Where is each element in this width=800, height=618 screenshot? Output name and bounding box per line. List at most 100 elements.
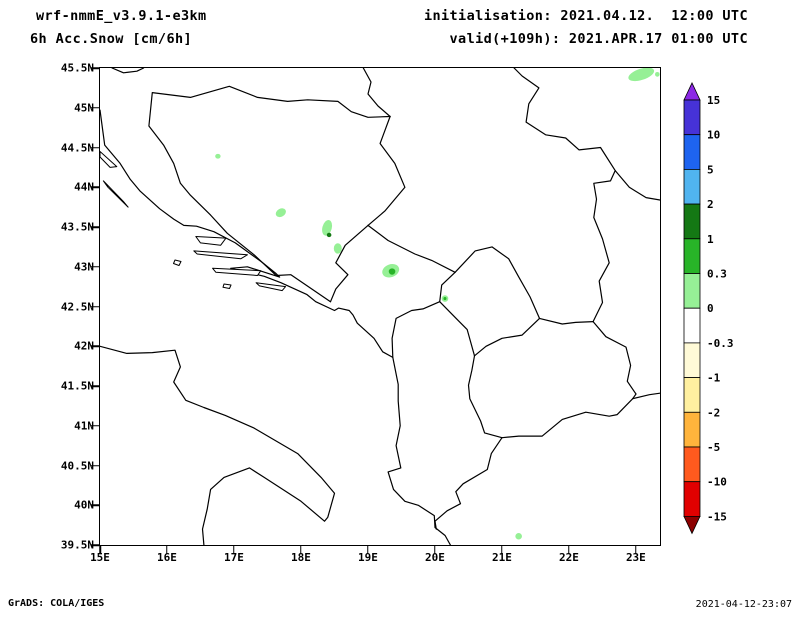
colorbar-band	[683, 307, 701, 344]
islands	[100, 151, 287, 292]
colorbar-band	[683, 481, 701, 517]
lon-tick-label: 16E	[157, 551, 177, 564]
lon-tick-mark	[99, 546, 101, 554]
snow-patch	[322, 219, 333, 236]
snow-patch	[655, 71, 660, 77]
island-mljet	[255, 282, 287, 292]
lat-tick-label: 42N	[74, 339, 94, 353]
lon-tick-label: 20E	[424, 551, 445, 564]
lat-tick-label: 40N	[74, 498, 94, 512]
lat-tick-label: 42.5N	[60, 300, 94, 313]
colorbar-tick-label: -15	[707, 510, 727, 523]
lon-tick-mark	[166, 546, 168, 554]
lon-tick-mark	[367, 546, 369, 554]
colorbar-band	[683, 377, 701, 413]
border-montenegro-kosovo	[439, 271, 456, 303]
colorbar-tick-label: 5	[707, 163, 714, 176]
border-serbia-romania	[513, 68, 616, 172]
border-bosnia-croatia	[148, 85, 391, 303]
border-slovenia-croatia	[111, 68, 145, 74]
colorbar-tick-label: -0.3	[707, 337, 734, 350]
lon-tick-label: 19E	[358, 551, 378, 564]
lat-tick-mark	[91, 226, 99, 228]
lon-tick-label: 22E	[558, 551, 579, 564]
border-macedonia-greece	[501, 398, 634, 439]
lon-tick-mark	[501, 546, 503, 554]
lon-tick-mark	[434, 546, 436, 554]
colorbar-tick-label: -1	[707, 372, 721, 385]
lat-tick-mark	[91, 107, 99, 109]
colorbar-tick-label: 1	[707, 233, 714, 246]
lon-tick-label: 17E	[224, 551, 244, 564]
lat-tick-mark	[91, 266, 99, 268]
snow-patch	[215, 153, 221, 159]
border-kosovo-serbia	[454, 246, 541, 319]
colorbar-under-arrow	[683, 515, 701, 535]
border-albania-macedonia	[467, 355, 503, 439]
colorbar-band	[683, 99, 701, 136]
colorbar-tick-label: -2	[707, 406, 720, 419]
colorbar-band	[683, 411, 701, 448]
colorbar-tick-label: 10	[707, 129, 720, 142]
country-borders	[111, 68, 660, 530]
lat-tick-mark	[91, 425, 99, 427]
lon-tick-mark	[635, 546, 637, 554]
border-montenegro-serbia	[367, 224, 456, 273]
colorbar-over-arrow	[683, 82, 701, 101]
lon-tick-mark	[300, 546, 302, 554]
lat-tick-label: 40.5N	[60, 459, 94, 472]
colorbar-band	[683, 203, 701, 240]
lat-tick-mark	[91, 504, 99, 506]
lat-tick-label: 41.5N	[60, 379, 94, 393]
valid-time-label: valid(+109h): 2021.APR.17 01:00 UTC	[449, 31, 748, 47]
lat-tick-mark	[91, 146, 99, 149]
border-macedonia-bulgaria	[592, 321, 637, 400]
colorbar-tick-label: -10	[707, 476, 727, 489]
variable-units-title: 6h Acc.Snow [cm/6h]	[30, 31, 193, 47]
snow-patch	[388, 268, 396, 275]
snow-patch	[515, 533, 522, 540]
colorbar: 15 10 5 2 1 0.3 0 -0.3 -1 -2 -5 -10 -15	[683, 82, 734, 535]
border-serbia-bulgaria	[592, 170, 616, 323]
lon-tick-mark	[568, 546, 570, 554]
initialization-time-label: initialisation: 2021.04.12. 12:00 UTC	[423, 8, 748, 24]
lon-tick-label: 18E	[291, 551, 311, 564]
lat-tick-mark	[91, 186, 99, 188]
colorbar-tick-label: -5	[707, 441, 720, 454]
coastlines	[100, 109, 451, 545]
island-lastovo	[222, 283, 232, 289]
border-serbia-macedonia	[538, 317, 594, 325]
lat-tick-mark	[91, 67, 99, 69]
colorbar-band	[683, 169, 701, 205]
colorbar-tick-label: 15	[707, 94, 720, 107]
lon-tick-label: 23E	[625, 551, 646, 564]
lat-tick-mark	[91, 345, 99, 347]
italy-coastline	[100, 345, 336, 545]
map-canvas	[100, 68, 660, 545]
plot-creation-timestamp: 2021-04-12-23:07	[695, 599, 792, 610]
colorbar-band	[683, 446, 701, 483]
island-brac	[195, 236, 227, 246]
snow-patches	[215, 68, 660, 540]
lat-tick-label: 39.5N	[60, 538, 94, 552]
border-bosnia-montenegro	[329, 224, 369, 303]
border-montenegro-albania	[391, 301, 441, 358]
lon-tick-label: 21E	[491, 551, 512, 564]
map-plot-area	[99, 67, 661, 546]
lon-tick-label: 15E	[90, 551, 110, 564]
border-albania-greece	[434, 437, 503, 530]
snow-patch	[333, 243, 342, 254]
snow-patch	[326, 232, 332, 238]
snow-patch	[628, 68, 655, 82]
colorbar-tick-label: 0.3	[707, 268, 727, 281]
island-hvar	[193, 250, 248, 260]
colorbar-band	[683, 273, 701, 309]
model-version-title: wrf-nmmE_v3.9.1-e3km	[36, 8, 207, 24]
border-bosnia-serbia	[367, 115, 406, 226]
lat-tick-label: 43N	[74, 260, 94, 274]
island-vis	[173, 259, 182, 266]
colorbar-tick-label: 0	[707, 302, 714, 315]
lat-tick-mark	[91, 544, 99, 546]
colorbar-band	[683, 238, 701, 274]
lat-tick-mark	[91, 305, 99, 308]
